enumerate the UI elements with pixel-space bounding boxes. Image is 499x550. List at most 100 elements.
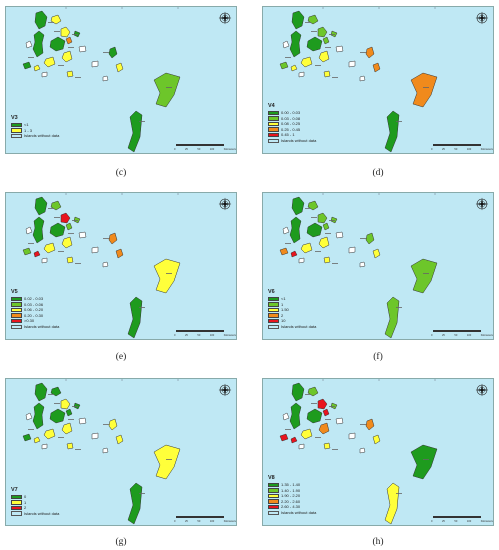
scale-segment: [184, 144, 192, 146]
scale-segment: [208, 516, 224, 518]
island-12: [66, 256, 74, 264]
island-12: [323, 256, 331, 264]
place-label-mark: [396, 121, 402, 122]
legend-item: 1: [268, 302, 316, 308]
place-label-mark: [72, 220, 78, 221]
place-label-mark: [48, 394, 54, 395]
island-1: [34, 10, 48, 30]
island-3: [289, 402, 302, 430]
island-19: [348, 246, 356, 254]
island-11: [33, 64, 41, 72]
island-5: [306, 222, 323, 238]
island-16: [127, 296, 143, 339]
scale-tick-label: 0: [431, 520, 433, 523]
place-label-mark: [68, 233, 74, 234]
island-5: [49, 36, 66, 52]
place-label-mark: [139, 307, 145, 308]
legend-swatch: [11, 307, 22, 313]
legend-swatch: [268, 296, 279, 301]
legend-item: 2.60 - 4.30: [268, 504, 316, 510]
place-label-mark: [325, 47, 331, 48]
place-label-mark: [48, 208, 54, 209]
legend-item: 1: [11, 500, 59, 506]
legend-item: 1.90 - 2.20: [268, 493, 316, 499]
legend-label: 0.02 - 0.03: [24, 296, 44, 301]
legend-swatch: [268, 510, 279, 515]
panel-caption: (f): [373, 352, 383, 362]
legend-swatch: [11, 302, 22, 307]
place-label-mark: [48, 22, 54, 23]
legend-item: 0.25 - 0.45: [268, 127, 316, 133]
island-5: [306, 36, 323, 52]
island-3: [32, 30, 45, 58]
legend-item: 0: [11, 494, 59, 500]
island-19: [348, 60, 356, 68]
island-17: [282, 226, 290, 235]
legend-swatch: [268, 302, 279, 307]
legend-label: 2.20 - 2.60: [281, 498, 301, 504]
place-label-mark: [166, 459, 172, 460]
legend-item: 0.20 - 0.30: [11, 313, 59, 319]
place-label-mark: [360, 52, 366, 53]
legend-label: 2: [281, 312, 284, 318]
island-15: [153, 72, 181, 108]
legend-title: V8: [268, 475, 275, 481]
map-legend: V6 <1 1 1.50 2 10 Islands without data: [268, 289, 316, 330]
island-11: [290, 64, 298, 72]
legend-label: Islands without data: [24, 133, 60, 139]
island-17: [282, 412, 290, 421]
legend-label: 0.03 - 0.06: [24, 301, 44, 307]
map-legend: V5 0.02 - 0.03 0.03 - 0.06 0.06 - 0.20 0.20 …: [11, 289, 59, 330]
place-label-mark: [72, 34, 78, 35]
place-label-mark: [58, 65, 64, 66]
island-13: [365, 418, 375, 431]
legend-swatch: [268, 482, 279, 487]
legend-item: 10: [268, 318, 316, 324]
place-label-mark: [325, 419, 331, 420]
island-21: [102, 261, 109, 268]
map-svg: [279, 379, 438, 525]
map-svg: [279, 193, 438, 339]
scale-tick-label: 50: [197, 520, 201, 523]
place-label-mark: [305, 22, 311, 23]
scale-tick-label: 100: [209, 520, 215, 523]
scale-labels: 0 25 50 100 Kilometers: [174, 334, 236, 337]
island-7: [318, 422, 330, 435]
legend-item: 0.45 - 1: [268, 132, 316, 138]
island-6: [65, 36, 73, 45]
legend-item: 0.00 - 0.03: [268, 110, 316, 116]
map-frame: V6 <1 1 1.50 2 10 Islands without data 0 25 50 100…: [262, 192, 494, 340]
place-label-mark: [305, 208, 311, 209]
island-7: [61, 50, 73, 63]
island-21: [359, 75, 366, 82]
place-label-mark: [72, 406, 78, 407]
legend-item-no-data: Islands without data: [268, 138, 316, 144]
scale-tick-label: 25: [441, 334, 445, 337]
island-9: [43, 56, 56, 68]
legend-label: 1.90 - 2.20: [281, 493, 301, 499]
scale-segment: [192, 516, 208, 518]
island-3: [289, 216, 302, 244]
island-19: [348, 432, 356, 440]
legend-label: 0.25 - 0.45: [281, 126, 301, 132]
legend-swatch: [11, 122, 22, 127]
island-17: [25, 412, 33, 421]
place-label-mark: [315, 437, 321, 438]
island-2: [50, 14, 62, 25]
island-14: [115, 434, 124, 445]
island-10: [22, 433, 32, 442]
island-20: [298, 257, 305, 264]
island-11: [33, 436, 41, 444]
place-label-mark: [139, 121, 145, 122]
map-svg: [279, 7, 438, 153]
place-label-mark: [54, 217, 60, 218]
scale-tick-label: 100: [209, 334, 215, 337]
island-14: [115, 62, 124, 73]
panel-caption: (g): [115, 537, 127, 547]
legend-swatch: [11, 313, 22, 318]
legend-swatch: [268, 504, 279, 510]
scale-unit: Kilometers: [480, 520, 493, 523]
legend-swatch: [268, 313, 279, 318]
scale-tick-label: 50: [197, 334, 201, 337]
scale-tick-label: 25: [441, 520, 445, 523]
